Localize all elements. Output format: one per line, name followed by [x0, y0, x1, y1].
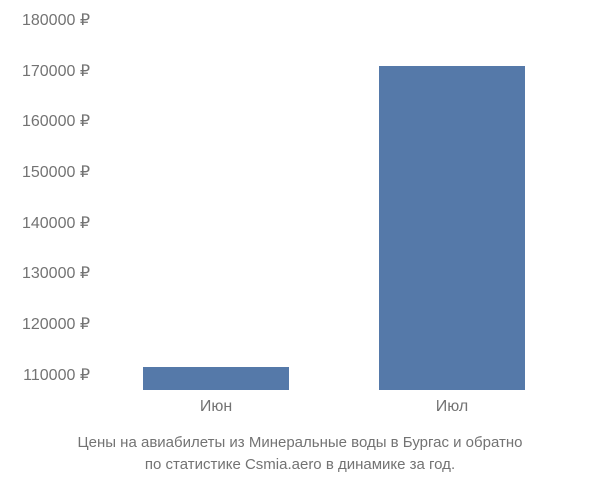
- chart-caption: Цены на авиабилеты из Минеральные воды в…: [0, 432, 600, 476]
- y-tick-label: 130000 ₽: [22, 263, 90, 283]
- y-tick-label: 180000 ₽: [22, 10, 90, 30]
- bar: [143, 367, 289, 390]
- caption-line: Цены на авиабилеты из Минеральные воды в…: [0, 432, 600, 454]
- y-tick-label: 110000 ₽: [23, 365, 90, 385]
- y-tick-label: 140000 ₽: [22, 213, 90, 233]
- y-tick-label: 150000 ₽: [22, 162, 90, 182]
- bar: [379, 66, 525, 390]
- caption-line: по статистике Csmia.aero в динамике за г…: [0, 454, 600, 476]
- x-tick-label: Июн: [200, 398, 232, 416]
- y-tick-label: 160000 ₽: [22, 111, 90, 131]
- x-tick-label: Июл: [436, 398, 468, 416]
- price-chart: 110000 ₽ 120000 ₽ 130000 ₽ 140000 ₽ 150000 ₽…: [0, 0, 600, 500]
- y-tick-label: 170000 ₽: [22, 61, 90, 81]
- y-tick-label: 120000 ₽: [22, 314, 90, 334]
